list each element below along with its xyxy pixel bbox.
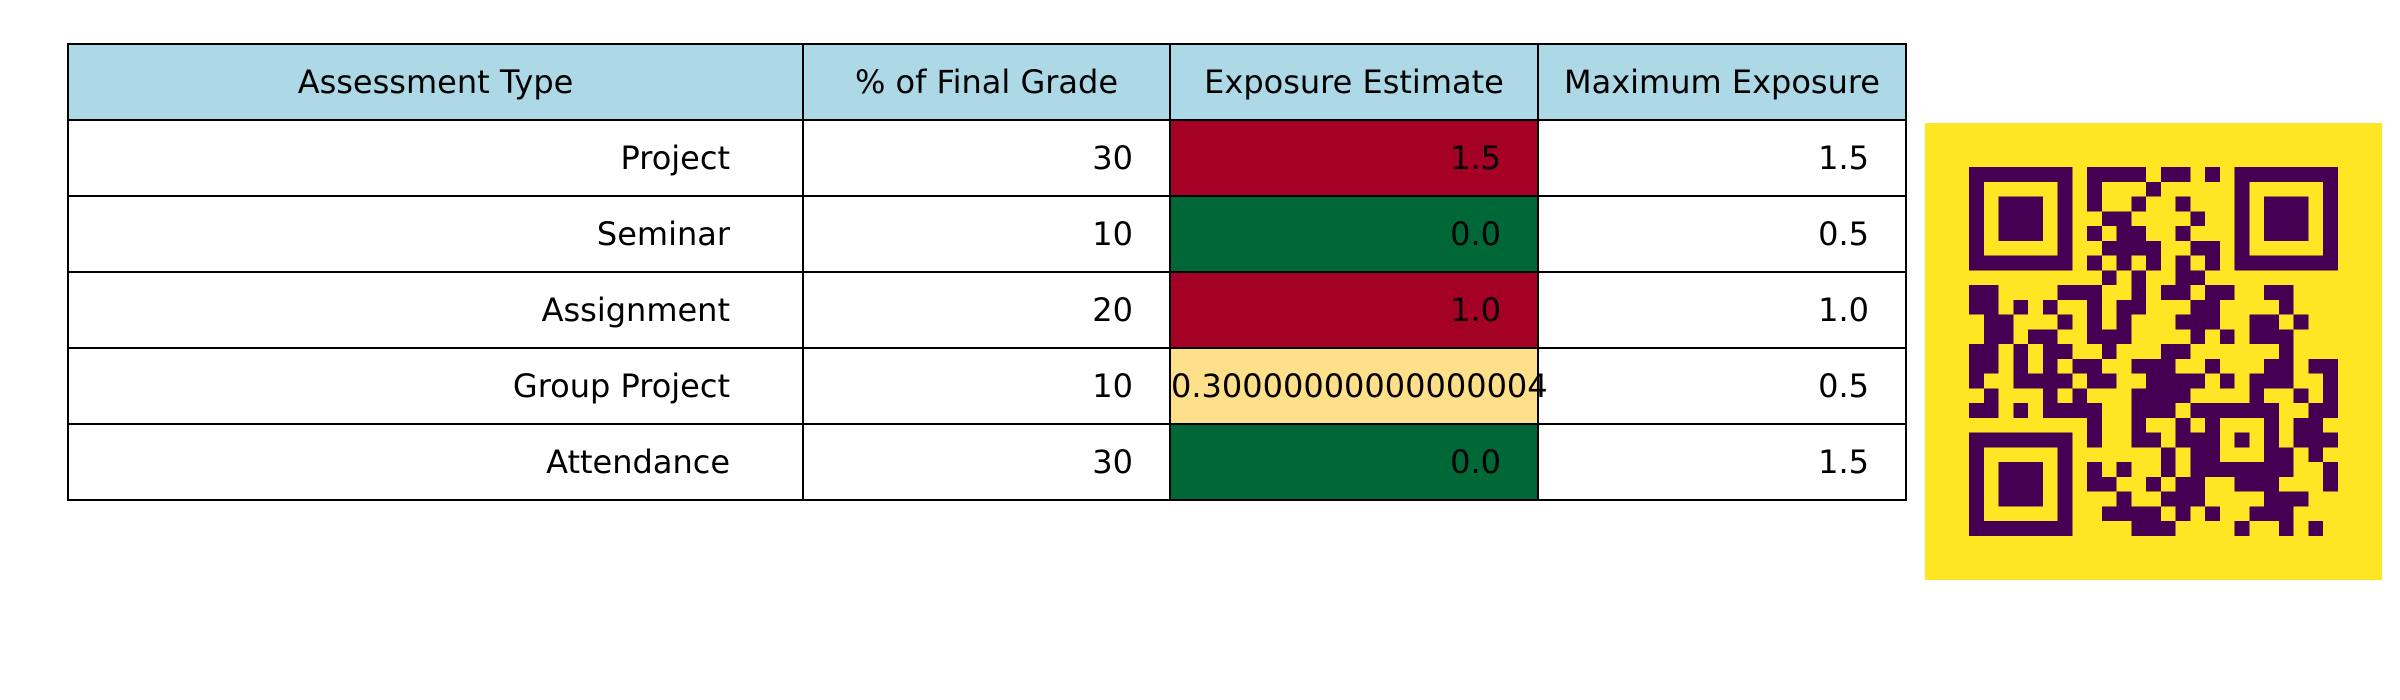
table-row: Project 30 1.5 1.5 [67,119,1907,197]
cell-assessment-type: Assignment [67,271,804,349]
cell-percent-final-grade: 10 [802,195,1171,273]
header-exposure-estimate: Exposure Estimate [1169,43,1539,121]
cell-assessment-type: Project [67,119,804,197]
cell-assessment-type: Attendance [67,423,804,501]
cell-exposure-estimate: 0.0 [1169,195,1539,273]
cell-maximum-exposure: 0.5 [1537,195,1907,273]
header-percent-final-grade: % of Final Grade [802,43,1171,121]
header-assessment-type: Assessment Type [67,43,804,121]
cell-percent-final-grade: 30 [802,423,1171,501]
cell-exposure-estimate: 0.0 [1169,423,1539,501]
qr-code-icon [1924,123,2383,580]
table-row: Assignment 20 1.0 1.0 [67,271,1907,349]
cell-maximum-exposure: 0.5 [1537,347,1907,425]
cell-exposure-estimate: 1.0 [1169,271,1539,349]
cell-exposure-estimate-text: 0.30000000000000004 [1171,367,1548,405]
cell-exposure-estimate: 0.30000000000000004 [1169,347,1548,425]
cell-percent-final-grade: 20 [802,271,1171,349]
cell-maximum-exposure: 1.5 [1537,119,1907,197]
table-row: Attendance 30 0.0 1.5 [67,423,1907,501]
table-row: Seminar 10 0.0 0.5 [67,195,1907,273]
table-row: Group Project 10 0.30000000000000004 0.5 [67,347,1907,425]
cell-exposure-estimate: 1.5 [1169,119,1539,197]
qr-code-graphic [1925,123,2382,580]
cell-maximum-exposure: 1.0 [1537,271,1907,349]
cell-assessment-type: Group Project [67,347,804,425]
cell-maximum-exposure: 1.5 [1537,423,1907,501]
exposure-table: Assessment Type % of Final Grade Exposur… [67,43,1907,501]
cell-assessment-type: Seminar [67,195,804,273]
header-maximum-exposure: Maximum Exposure [1537,43,1907,121]
cell-percent-final-grade: 30 [802,119,1171,197]
table-header-row: Assessment Type % of Final Grade Exposur… [67,43,1907,121]
cell-percent-final-grade: 10 [802,347,1171,425]
